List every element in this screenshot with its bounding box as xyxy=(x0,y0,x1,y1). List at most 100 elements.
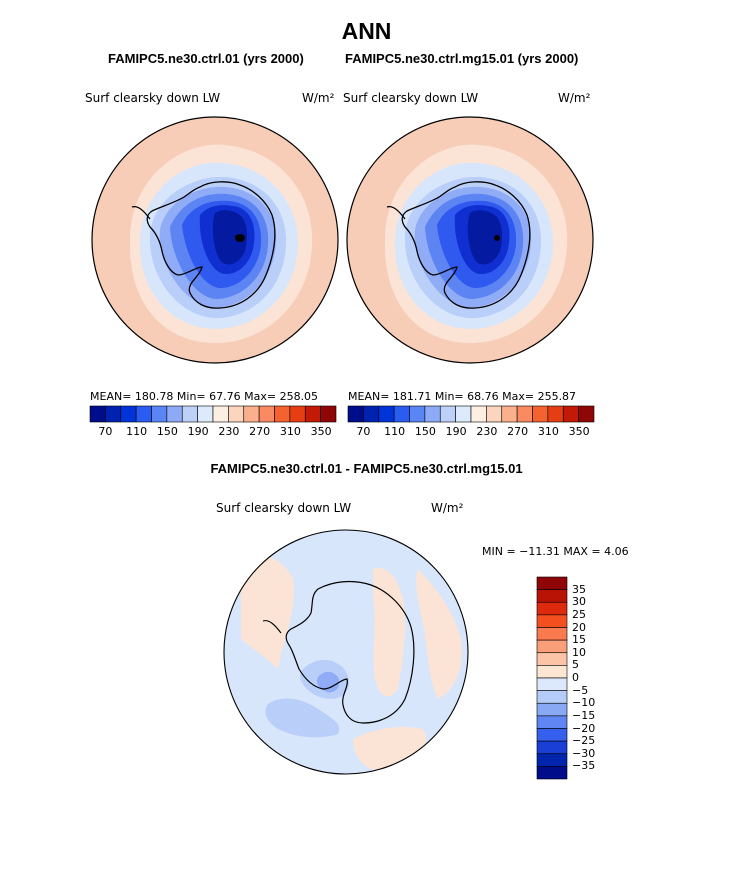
left-colorbar-box xyxy=(181,405,198,423)
difference-colorbar-box xyxy=(536,702,568,717)
right-colorbar-tick-label: 350 xyxy=(568,425,590,438)
difference-colorbar-box xyxy=(536,614,568,628)
difference-colorbar-tick-label: −10 xyxy=(572,696,596,710)
difference-colorbar-box xyxy=(536,677,568,691)
left-colorbar-tick-label: 270 xyxy=(249,425,271,438)
right-colorbar-tick-label: 230 xyxy=(476,425,498,438)
left-colorbar-tick-label: 150 xyxy=(156,425,178,438)
difference-colorbar-tick-label: 15 xyxy=(572,633,586,647)
left-colorbar-box xyxy=(304,405,321,423)
difference-colorbar-tick-label: −5 xyxy=(572,683,589,697)
difference-colorbar-box xyxy=(536,740,568,755)
main-title: ANN xyxy=(341,18,392,44)
difference-colorbar-box xyxy=(536,627,568,641)
right-colorbar-box xyxy=(363,405,380,423)
left-colorbar-tick-label: 190 xyxy=(187,425,209,438)
right-colorbar-box xyxy=(470,405,487,423)
difference-colorbar-box xyxy=(536,766,568,780)
right-colorbar-box xyxy=(409,405,426,423)
right-colorbar-box xyxy=(424,405,441,423)
left-colorbar-box xyxy=(151,405,168,423)
left-colorbar-box xyxy=(258,405,275,423)
difference-colorbar-tick-label: −15 xyxy=(572,708,596,722)
left-colorbar-tick-label: 350 xyxy=(310,425,332,438)
difference-colorbar-tick-label: −30 xyxy=(572,746,596,760)
difference-colorbar-tick-label: 30 xyxy=(572,595,586,609)
left-case-title: FAMIPC5.ne30.ctrl.01 (yrs 2000) xyxy=(108,51,304,66)
right-colorbar xyxy=(347,405,595,423)
left-colorbar-tick-label: 310 xyxy=(279,425,301,438)
difference-colorbar-tick-label: 5 xyxy=(572,658,579,672)
left-colorbar-box xyxy=(274,405,291,423)
right-units-label: W/m² xyxy=(558,91,591,105)
left-colorbar-box xyxy=(289,405,306,423)
difference-colorbar xyxy=(536,576,568,780)
right-colorbar-tick-label: 270 xyxy=(507,425,529,438)
difference-variable-label: Surf clearsky down LW xyxy=(216,501,352,515)
left-colorbar xyxy=(89,405,337,423)
difference-colorbar-tick-label: 25 xyxy=(572,607,586,621)
difference-colorbar-box xyxy=(536,601,568,616)
difference-colorbar-box xyxy=(536,639,568,654)
difference-colorbar-box xyxy=(536,652,568,666)
right-colorbar-tick-label: 110 xyxy=(384,425,406,438)
right-stats: MEAN= 181.71 Min= 68.76 Max= 255.87 xyxy=(348,390,577,403)
left-colorbar-box xyxy=(166,405,183,423)
left-colorbar-box xyxy=(197,405,214,423)
difference-colorbar-tick-label: −20 xyxy=(572,721,596,735)
left-colorbar-ticks: 70 110 150 190 230 270 310 350 xyxy=(90,425,336,439)
left-variable-label: Surf clearsky down LW xyxy=(85,91,221,105)
left-colorbar-box xyxy=(89,405,106,423)
left-colorbar-tick-label: 110 xyxy=(126,425,148,438)
difference-colorbar-box xyxy=(536,728,568,742)
difference-colorbar-tick-label: 20 xyxy=(572,620,586,634)
difference-colorbar-tick-label: 35 xyxy=(572,582,586,596)
left-stats: MEAN= 180.78 Min= 67.76 Max= 258.05 xyxy=(90,390,319,403)
right-colorbar-tick-label: 150 xyxy=(414,425,436,438)
difference-title: FAMIPC5.ne30.ctrl.01 - FAMIPC5.ne30.ctrl… xyxy=(210,461,523,476)
right-colorbar-box xyxy=(393,405,410,423)
right-colorbar-tick-label: 70 xyxy=(356,425,371,438)
right-case-title: FAMIPC5.ne30.ctrl.mg15.01 (yrs 2000) xyxy=(345,51,579,66)
right-colorbar-box xyxy=(547,405,564,423)
right-variable-label: Surf clearsky down LW xyxy=(343,91,479,105)
difference-colorbar-box xyxy=(536,715,568,729)
difference-polar-map xyxy=(223,529,469,775)
right-colorbar-box xyxy=(501,405,518,423)
difference-colorbar-box xyxy=(536,753,568,767)
difference-colorbar-tick-label: −25 xyxy=(572,734,596,748)
left-colorbar-box xyxy=(105,405,122,423)
right-colorbar-box xyxy=(486,405,503,423)
difference-colorbar-box xyxy=(536,576,568,590)
difference-colorbar-tick-label: −35 xyxy=(572,759,596,773)
right-colorbar-box xyxy=(347,405,364,423)
right-polar-map xyxy=(346,116,594,364)
right-colorbar-box xyxy=(378,405,395,423)
difference-stats: MIN = −11.31 MAX = 4.06 xyxy=(482,545,629,558)
difference-colorbar-box xyxy=(536,589,568,603)
right-colorbar-box xyxy=(578,405,595,423)
left-colorbar-tick-label: 230 xyxy=(218,425,240,438)
right-colorbar-box xyxy=(455,405,472,423)
right-colorbar-box xyxy=(562,405,579,423)
left-colorbar-box xyxy=(135,405,152,423)
difference-colorbar-tick-label: 0 xyxy=(572,671,579,684)
left-colorbar-tick-label: 70 xyxy=(98,425,113,438)
difference-colorbar-box xyxy=(536,665,568,679)
left-colorbar-box xyxy=(212,405,229,423)
difference-colorbar-tick-label: 10 xyxy=(572,645,586,659)
left-colorbar-box xyxy=(228,405,245,423)
left-polar-map xyxy=(91,116,339,364)
difference-units-label: W/m² xyxy=(431,501,464,515)
right-colorbar-tick-label: 310 xyxy=(537,425,559,438)
right-colorbar-box xyxy=(532,405,549,423)
left-colorbar-box xyxy=(120,405,137,423)
right-colorbar-box xyxy=(439,405,456,423)
left-colorbar-box xyxy=(243,405,260,423)
right-colorbar-box xyxy=(516,405,533,423)
right-colorbar-tick-label: 190 xyxy=(445,425,467,438)
right-colorbar-ticks: 70 110 150 190 230 270 310 350 xyxy=(348,425,594,439)
left-units-label: W/m² xyxy=(302,91,335,105)
difference-colorbar-box xyxy=(536,690,568,704)
left-colorbar-box xyxy=(320,405,337,423)
